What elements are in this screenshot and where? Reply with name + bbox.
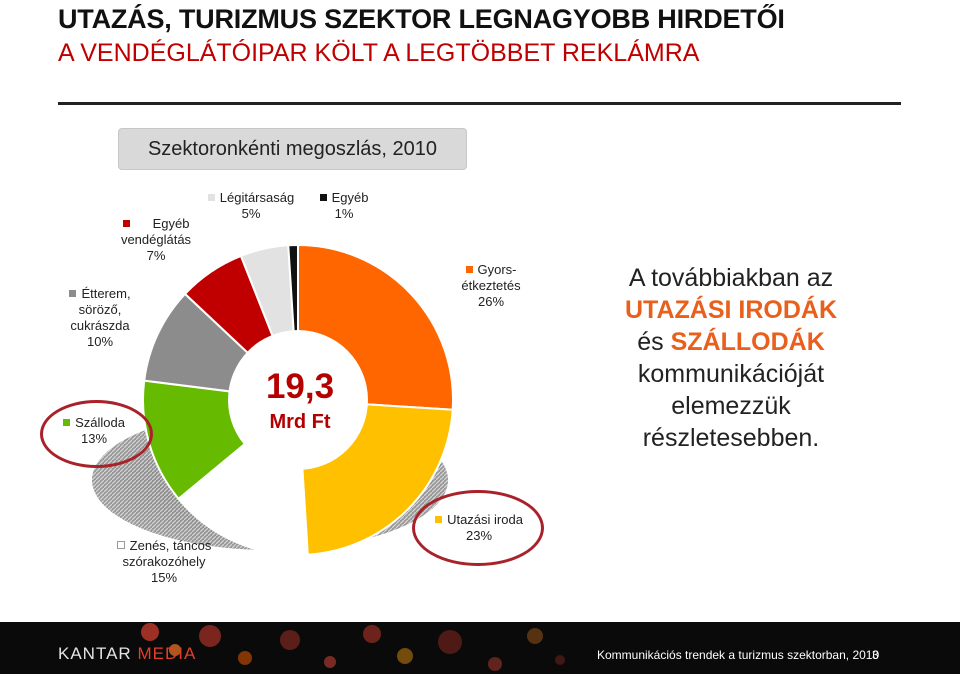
label-etterem: Étterem, söröző, cukrászda 10% — [52, 286, 148, 350]
donut-hole — [228, 330, 368, 470]
label-text: Egyéb — [331, 190, 369, 205]
label-text: Egyéb — [152, 216, 190, 231]
label-percent: 7% — [146, 248, 166, 263]
label-text: Zenés, táncos — [129, 538, 212, 553]
label-egyeb: Egyéb 1% — [304, 190, 384, 222]
footer-bar: KANTAR MEDIA Kommunikációs trendek a tur… — [0, 622, 960, 674]
label-text: söröző, — [78, 302, 122, 317]
label-percent: 15% — [150, 570, 178, 585]
logo-text: KANTAR — [58, 644, 132, 663]
label-text: Étterem, — [81, 286, 131, 301]
label-text: étkeztetés — [461, 278, 521, 293]
highlight-circle-szalloda — [40, 400, 153, 468]
label-legitarsasag: Légitársaság 5% — [196, 190, 306, 222]
label-percent: 1% — [334, 206, 354, 221]
slide-title: UTAZÁS, TURIZMUS SZEKTOR LEGNAGYOBB HIRD… — [58, 4, 785, 34]
total-value: 19,3 — [265, 367, 335, 406]
note-line: kommunikációját — [637, 360, 825, 388]
slide-subtitle: A VENDÉGLÁTÓIPAR KÖLT A LEGTÖBBET REKLÁM… — [58, 39, 700, 67]
chart-heading: Szektoronkénti megoszlás, 2010 — [118, 128, 467, 170]
label-gyorsetkeztetes: Gyors- étkeztetés 26% — [446, 262, 536, 310]
title-divider — [58, 102, 901, 105]
note-highlight: SZÁLLODÁK — [670, 328, 825, 356]
label-text: szórakozóhely — [122, 554, 206, 569]
logo-text: MEDIA — [137, 644, 197, 663]
footer-caption: Kommunikációs trendek a turizmus szektor… — [597, 648, 880, 662]
kantar-media-logo: KANTAR MEDIA — [58, 644, 196, 664]
legend-swatch — [69, 290, 77, 297]
label-text: Gyors- — [477, 262, 517, 277]
note-line: részletesebben. — [642, 424, 820, 452]
label-text: cukrászda — [70, 318, 130, 333]
label-text: vendéglátás — [120, 232, 192, 247]
note-line: A továbbiakban az — [628, 264, 834, 292]
page-number: 3 — [872, 648, 879, 662]
legend-swatch — [207, 194, 215, 201]
label-zenes-szorakozohely: Zenés, táncos szórakozóhely 15% — [104, 538, 224, 586]
note-line: és — [637, 328, 671, 356]
label-percent: 5% — [241, 206, 261, 221]
note-line: elemezzük — [671, 392, 791, 420]
label-percent: 26% — [477, 294, 505, 309]
analysis-note: A továbbiakban az UTAZÁSI IRODÁK és SZÁL… — [600, 262, 862, 454]
footer-dot-pattern — [141, 623, 565, 671]
label-egyeb-vendeglatas: Egyéb vendéglátás 7% — [100, 216, 212, 264]
note-highlight: UTAZÁSI IRODÁK — [624, 296, 838, 324]
legend-swatch — [465, 266, 473, 273]
legend-swatch — [116, 541, 125, 549]
label-text: Légitársaság — [219, 190, 295, 205]
legend-swatch — [122, 220, 130, 227]
total-unit: Mrd Ft — [269, 411, 331, 433]
highlight-circle-utazasi — [412, 490, 544, 566]
legend-swatch — [319, 194, 327, 201]
label-percent: 10% — [86, 334, 114, 349]
